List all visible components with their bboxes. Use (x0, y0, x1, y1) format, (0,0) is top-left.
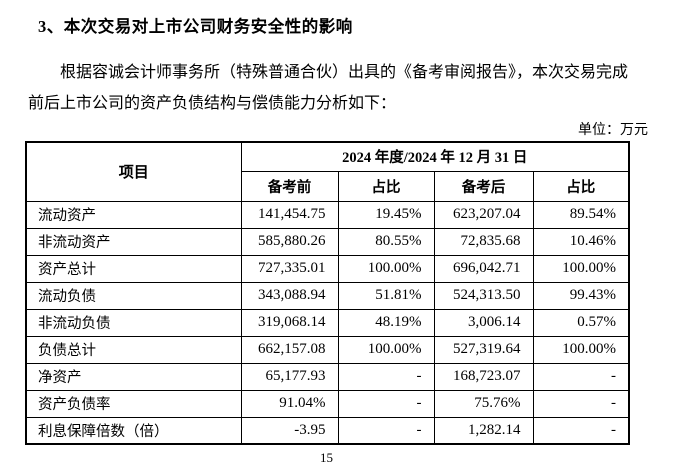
post-value-cell: 696,042.71 (433, 254, 534, 283)
post-value-cell: 524,313.50 (433, 281, 534, 310)
table-row: 非流动负债 319,068.14 48.19% 3,006.14 0.57% (25, 308, 630, 337)
post-pct-cell: 89.54% (532, 200, 630, 229)
column-header-period: 2024 年度/2024 年 12 月 31 日 (240, 141, 630, 172)
row-label-cell: 资产负债率 (25, 389, 242, 418)
table-row: 流动资产 141,454.75 19.45% 623,207.04 89.54% (25, 200, 630, 229)
post-value-cell: 3,006.14 (433, 308, 534, 337)
table-body: 流动资产 141,454.75 19.45% 623,207.04 89.54% 非流动资… (25, 200, 630, 445)
row-label-cell: 流动资产 (25, 200, 242, 229)
pre-pct-cell: - (337, 416, 435, 445)
pre-pct-cell: 80.55% (337, 227, 435, 256)
post-pct-cell: - (532, 362, 630, 391)
table-row: 负债总计 662,157.08 100.00% 527,319.64 100.00% (25, 335, 630, 364)
intro-paragraph-line2: 前后上市公司的资产负债结构与偿债能力分析如下： (28, 95, 397, 112)
pre-value-cell: 343,088.94 (240, 281, 339, 310)
post-pct-cell: 99.43% (532, 281, 630, 310)
intro-paragraph: 根据容诚会计师事务所（特殊普通合伙）出具的《备考审阅报告》，本次交易完成 前后上… (28, 57, 648, 119)
post-value-cell: 75.76% (433, 389, 534, 418)
pre-value-cell: 65,177.93 (240, 362, 339, 391)
post-pct-cell: 100.00% (532, 335, 630, 364)
pre-pct-cell: - (337, 389, 435, 418)
post-pct-cell: 100.00% (532, 254, 630, 283)
pre-value-cell: 585,880.26 (240, 227, 339, 256)
header-row-sub: 备考前 占比 备考后 占比 (26, 170, 630, 202)
post-value-cell: 623,207.04 (433, 200, 534, 229)
page-number: 15 (320, 450, 333, 465)
section-heading: 3、本次交易对上市公司财务安全性的影响 (38, 17, 353, 36)
pre-value-cell: -3.95 (240, 416, 339, 445)
post-value-cell: 1,282.14 (433, 416, 534, 445)
row-label-cell: 非流动资产 (25, 227, 242, 256)
table-row: 净资产 65,177.93-168,723.07- (25, 362, 630, 391)
table-header: 项目 2024 年度/2024 年 12 月 31 日 备考前 占比 备考后 占… (25, 141, 630, 202)
row-label-cell: 净资产 (25, 362, 242, 391)
column-header-item: 项目 (25, 141, 242, 202)
column-header-post: 备考后 (433, 170, 534, 202)
pre-pct-cell: 48.19% (337, 308, 435, 337)
header-row-period: 项目 2024 年度/2024 年 12 月 31 日 (25, 141, 630, 202)
pre-pct-cell: 100.00% (337, 335, 435, 364)
row-label-cell: 流动负债 (25, 281, 242, 310)
table-row: 流动负债 343,088.94 51.81% 524,313.50 99.43% (25, 281, 630, 310)
post-pct-cell: - (532, 389, 630, 418)
column-header-pre-pct: 占比 (337, 170, 435, 202)
pre-value-cell: 727,335.01 (240, 254, 339, 283)
table-row: 资产总计 727,335.01 100.00% 696,042.71 100.00% (25, 254, 630, 283)
row-label-cell: 非流动负债 (25, 308, 242, 337)
balance-sheet-table: 项目 2024 年度/2024 年 12 月 31 日 备考前 占比 备考后 占… (25, 141, 631, 445)
post-pct-cell: 10.46% (532, 227, 630, 256)
row-label-cell: 负债总计 (25, 335, 242, 364)
post-value-cell: 168,723.07 (433, 362, 534, 391)
pre-pct-cell: 19.45% (337, 200, 435, 229)
pre-value-cell: 662,157.08 (240, 335, 339, 364)
unit-label: 单位：万元 (578, 123, 648, 138)
row-label-cell: 利息保障倍数（倍） (25, 416, 242, 445)
pre-value-cell: 141,454.75 (240, 200, 339, 229)
post-pct-cell: 0.57% (532, 308, 630, 337)
column-header-post-pct: 占比 (532, 170, 630, 202)
table-row: 资产负债率 91.04% -75.76% - (25, 389, 630, 418)
post-value-cell: 527,319.64 (433, 335, 534, 364)
post-value-cell: 72,835.68 (433, 227, 534, 256)
table-row: 利息保障倍数（倍） -3.95-1,282.14- (25, 416, 630, 445)
table-row: 非流动资产 585,880.26 80.55% 72,835.68 10.46% (25, 227, 630, 256)
pre-value-cell: 91.04% (240, 389, 339, 418)
intro-paragraph-line1: 根据容诚会计师事务所（特殊普通合伙）出具的《备考审阅报告》，本次交易完成 (60, 64, 629, 81)
column-header-pre: 备考前 (240, 170, 339, 202)
post-pct-cell: - (532, 416, 630, 445)
pre-pct-cell: 100.00% (337, 254, 435, 283)
pre-pct-cell: - (337, 362, 435, 391)
pre-pct-cell: 51.81% (337, 281, 435, 310)
pre-value-cell: 319,068.14 (240, 308, 339, 337)
row-label-cell: 资产总计 (25, 254, 242, 283)
